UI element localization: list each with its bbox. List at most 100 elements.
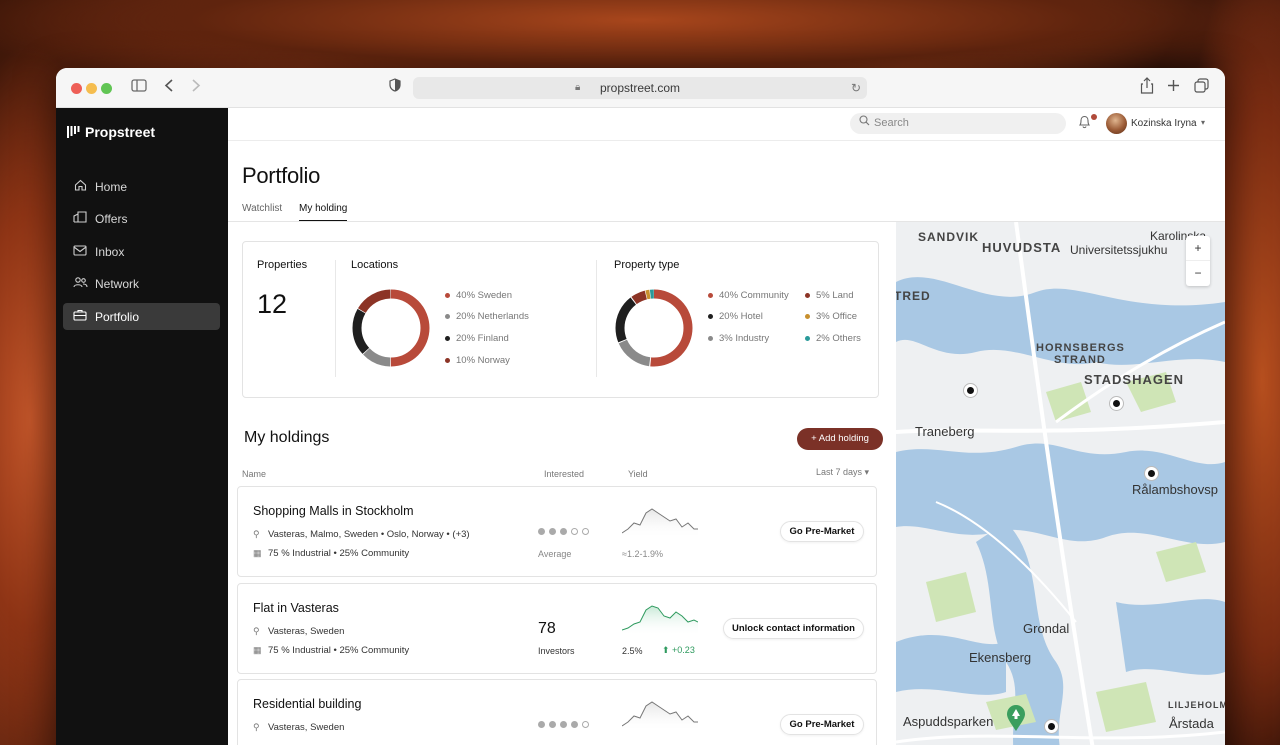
yield-change: ⬆ +0.23 (662, 645, 695, 656)
legend-label: 40% Sweden (456, 290, 512, 301)
legend-item: 3% Office (805, 311, 857, 322)
map-label: Ekensberg (969, 650, 1032, 665)
map-marker[interactable] (1045, 720, 1058, 733)
legend-label: 5% Land (816, 290, 854, 301)
legend-label: 10% Norway (456, 355, 510, 366)
arrow-up-icon: ⬆ (662, 645, 673, 655)
holding-type-text: 75 % Industrial • 25% Community (268, 548, 410, 559)
legend-item: 40% Community (708, 290, 789, 301)
holdings-title: My holdings (244, 429, 330, 446)
zoom-out-button[interactable]: − (1194, 266, 1202, 280)
sidebar-item-portfolio[interactable]: Portfolio (63, 303, 220, 330)
map[interactable]: SANDVIK HUVUDSTA Karolinska Universitets… (896, 222, 1225, 745)
properties-label: Properties (257, 259, 308, 271)
yield-range: ≈1.2-1.9% (622, 549, 663, 559)
map-pin-icon: ⚲ (253, 529, 260, 539)
holding-location-text: Vasteras, Malmo, Sweden • Oslo, Norway •… (268, 529, 470, 540)
legend-label: 2% Others (816, 333, 861, 344)
avatar[interactable] (1106, 113, 1127, 134)
sidebar-item-label: Portfolio (95, 309, 140, 324)
unlock-contact-button[interactable]: Unlock contact information (723, 618, 864, 639)
legend-label: 3% Industry (719, 333, 770, 344)
propstreet-logo-icon (67, 126, 80, 138)
map-label: HUVUDSTA (982, 240, 1062, 255)
minimize-window-button[interactable] (86, 83, 97, 94)
tab-watchlist[interactable]: Watchlist (242, 203, 283, 214)
sidebar: Propstreet Home Offers Inbox Network Por… (56, 108, 228, 745)
holding-type: ▦ 75 % Industrial • 25% Community (253, 548, 409, 559)
legend-item: 2% Others (805, 333, 861, 344)
interest-label: Average (538, 549, 572, 559)
map-label: Universitetssjukhu (1070, 243, 1168, 257)
go-pre-market-button[interactable]: Go Pre-Market (780, 714, 864, 735)
shield-icon[interactable] (389, 78, 401, 98)
locations-donut-chart (352, 289, 430, 367)
sidebar-item-label: Offers (95, 211, 128, 226)
period-dropdown[interactable]: Last 7 days ▾ (816, 467, 869, 478)
map-pin-icon: ⚲ (253, 722, 260, 732)
search-input[interactable]: Search (850, 113, 1066, 134)
sidebar-item-offers[interactable]: Offers (63, 205, 220, 232)
app-topbar: Search Kozinska Iryna ▾ (228, 108, 1225, 141)
back-icon[interactable] (164, 78, 174, 98)
reload-icon[interactable]: ↻ (850, 81, 861, 95)
divider (596, 260, 597, 377)
zoom-in-button[interactable]: + (1186, 236, 1210, 261)
map-label: STRAND (1054, 354, 1106, 366)
new-tab-icon[interactable] (1167, 78, 1180, 98)
add-holding-button[interactable]: + Add holding (797, 428, 883, 450)
investors-label: Investors (538, 646, 575, 656)
building-icon: ▦ (253, 548, 262, 558)
bell-icon[interactable] (1078, 115, 1091, 132)
column-header-yield[interactable]: Yield (628, 469, 648, 479)
go-pre-market-button[interactable]: Go Pre-Market (780, 521, 864, 542)
notification-badge (1091, 114, 1097, 120)
close-window-button[interactable] (71, 83, 82, 94)
map-marker[interactable] (1110, 397, 1123, 410)
legend-label: 20% Hotel (719, 311, 763, 322)
tab-my-holding[interactable]: My holding (299, 203, 348, 222)
yield-sparkline (622, 701, 698, 732)
properties-count: 12 (257, 289, 288, 319)
park-marker-icon[interactable] (1006, 704, 1026, 737)
chevron-down-icon[interactable]: ▾ (1201, 118, 1206, 127)
people-icon (73, 276, 88, 291)
holding-card[interactable]: Shopping Malls in Stockholm ⚲ Vasteras, M… (237, 486, 877, 577)
column-header-interested[interactable]: Interested (544, 469, 585, 479)
holding-name: Flat in Vasteras (253, 601, 339, 615)
page-title: Portfolio (242, 163, 321, 188)
holding-location: ⚲ Vasteras, Malmo, Sweden • Oslo, Norway … (253, 529, 470, 540)
holding-location-text: Vasteras, Sweden (268, 626, 345, 637)
divider (335, 260, 336, 377)
yield-sparkline (622, 508, 698, 539)
user-name[interactable]: Kozinska Iryna (1131, 118, 1197, 129)
holding-card[interactable]: Residential building ⚲ Vasteras, Sweden G… (237, 679, 877, 745)
share-icon[interactable] (1140, 77, 1154, 100)
map-label: HORNSBERGS (1036, 342, 1125, 354)
sidebar-item-network[interactable]: Network (63, 270, 220, 297)
property-type-donut-chart (615, 289, 693, 367)
holding-location-text: Vasteras, Sweden (268, 722, 345, 733)
holding-name: Shopping Malls in Stockholm (253, 504, 414, 518)
search-placeholder: Search (874, 117, 909, 129)
sidebar-item-inbox[interactable]: Inbox (63, 238, 220, 265)
yield-change-text: +0.23 (672, 645, 695, 655)
holding-location: ⚲ Vasteras, Sweden (253, 722, 344, 733)
map-marker[interactable] (1145, 467, 1158, 480)
legend-item: 3% Industry (708, 333, 769, 344)
column-header-name[interactable]: Name (242, 469, 267, 479)
address-bar[interactable]: 🔒︎ propstreet.com ↻ (413, 77, 867, 99)
map-marker[interactable] (964, 384, 977, 397)
sidebar-toggle-icon[interactable] (131, 78, 147, 98)
map-label: Rålambshovsp (1132, 482, 1218, 497)
legend-item: 20% Hotel (708, 311, 763, 322)
tabs-overview-icon[interactable] (1194, 78, 1209, 99)
browser-toolbar: 🔒︎ propstreet.com ↻ (56, 68, 1225, 108)
sidebar-item-home[interactable]: Home (63, 173, 220, 200)
home-icon (73, 179, 87, 194)
map-canvas (896, 222, 1225, 745)
forward-icon[interactable] (191, 78, 201, 98)
maximize-window-button[interactable] (101, 83, 112, 94)
brand-logo[interactable]: Propstreet (67, 124, 155, 140)
holding-card[interactable]: Flat in Vasteras ⚲ Vasteras, Sweden ▦ 75 %… (237, 583, 877, 674)
